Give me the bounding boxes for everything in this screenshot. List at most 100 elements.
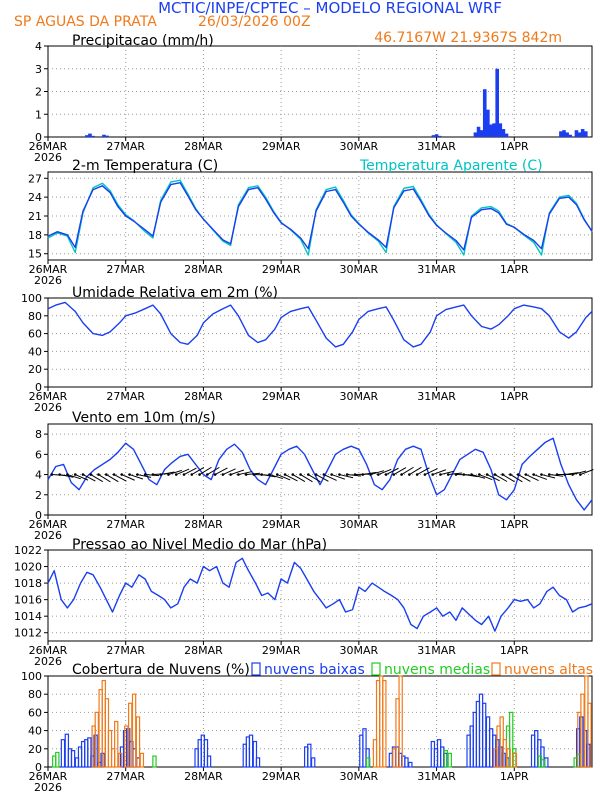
wind-barb-head xyxy=(579,473,582,476)
wind-xtick-label: 31MAR xyxy=(417,518,456,531)
clouds-ytick-label: 60 xyxy=(28,706,42,719)
clouds-ytick-label: 40 xyxy=(28,725,42,738)
pressure-xtick-label: 29MAR xyxy=(262,644,301,657)
wind-barb-head xyxy=(299,473,302,476)
precip-ytick-label: 4 xyxy=(35,40,42,53)
wind-barb xyxy=(315,474,329,482)
station-name: SP AGUAS DA PRATA xyxy=(14,14,157,30)
precip-xtick-label: 27MAR xyxy=(106,140,145,153)
wind-barb-head xyxy=(454,473,458,476)
temp-title: 2-m Temperatura (C) xyxy=(72,158,218,174)
wind-barb xyxy=(393,467,407,475)
precip-xtick-label: 1APR xyxy=(500,140,529,153)
temp-xtick-label: 1APR xyxy=(500,263,529,276)
wind-barb xyxy=(292,474,306,483)
wind-barb-head xyxy=(237,473,240,476)
wind-barb-head xyxy=(307,473,310,476)
pressure-ytick-label: 1020 xyxy=(14,561,42,574)
clouds-bar xyxy=(307,743,312,768)
clouds-bar xyxy=(152,755,157,768)
precip-bar xyxy=(580,129,585,137)
wind-barb-head xyxy=(571,473,574,476)
clouds-bar xyxy=(365,757,371,768)
pressure-xtick-label: 26MAR xyxy=(29,644,68,657)
wind-barb-head xyxy=(516,473,520,476)
temp-series-line xyxy=(47,181,593,251)
wind-barb xyxy=(284,474,298,482)
precip-bar xyxy=(583,131,588,137)
wind-barb xyxy=(308,474,321,483)
rh-xtick-label: 28MAR xyxy=(184,390,223,403)
wind-barb-head xyxy=(268,473,271,476)
clouds-xtick-label: 31MAR xyxy=(417,770,456,783)
wind-barb-head xyxy=(58,473,61,476)
wind-barb-head xyxy=(439,473,442,476)
clouds-bar xyxy=(382,679,387,768)
wind-barb-head xyxy=(159,473,162,476)
clouds-bar xyxy=(404,757,409,768)
wind-barb xyxy=(269,474,284,480)
precip-bar xyxy=(565,132,569,137)
wind-barb xyxy=(517,474,531,482)
wind-barb-head xyxy=(66,473,69,476)
clouds-bar xyxy=(135,716,141,768)
wind-ytick-label: 6 xyxy=(35,448,42,461)
rh-title: Umidade Relativa em 2m (%) xyxy=(72,285,278,301)
clouds-xtick-label: 27MAR xyxy=(106,770,145,783)
wind-barb xyxy=(222,468,236,476)
clouds-xtick-label: 26MAR xyxy=(29,770,68,783)
wind-barb-head xyxy=(361,473,365,476)
wind-barb-head xyxy=(415,473,419,476)
precip-ytick-label: 3 xyxy=(35,63,42,76)
wind-barb-head xyxy=(555,473,559,476)
pressure-title: Pressao ao Nivel Medio do Mar (hPa) xyxy=(72,537,327,553)
wind-barb-head xyxy=(136,473,139,476)
rh-xtick-label: 27MAR xyxy=(106,390,145,403)
wind-barb xyxy=(199,466,212,475)
temp-ytick-label: 27 xyxy=(28,172,42,185)
wind-barb xyxy=(238,471,253,476)
clouds-bar xyxy=(502,739,507,768)
precip-bar xyxy=(559,131,563,137)
precip-bar xyxy=(504,133,509,137)
pressure-xtick-label: 1APR xyxy=(500,644,529,657)
pressure-ytick-label: 1012 xyxy=(14,627,42,640)
wind-barb xyxy=(323,474,337,481)
wind-barb xyxy=(176,468,190,476)
wind-barb xyxy=(486,474,500,482)
clouds-ytick-label: 100 xyxy=(21,670,42,683)
rh-ytick-label: 80 xyxy=(28,310,42,323)
clouds-bar xyxy=(255,757,261,768)
precip-bar xyxy=(486,109,490,137)
wind-barb-head xyxy=(501,473,504,476)
precip-bar xyxy=(85,135,89,137)
wind-barb-head xyxy=(260,473,264,476)
wind-barb-head xyxy=(128,473,131,476)
clouds-bar xyxy=(587,702,592,768)
rh-ytick-label: 60 xyxy=(28,328,42,341)
temp-ytick-label: 15 xyxy=(28,248,42,261)
clouds-bar xyxy=(443,750,449,768)
wind-barb-head xyxy=(446,473,450,476)
low-clouds-legend: nuvens baixas xyxy=(264,662,365,678)
wind-barb xyxy=(183,467,197,475)
precip-bar xyxy=(434,134,439,137)
wind-barb xyxy=(409,466,422,475)
clouds-bar xyxy=(398,675,403,768)
mid-clouds-legend: nuvens medias xyxy=(384,662,490,678)
precip-xtick-year: 2026 xyxy=(34,151,62,164)
wind-barb-head xyxy=(532,473,536,476)
wind-barb xyxy=(502,474,515,483)
precip-xtick-label: 29MAR xyxy=(262,140,301,153)
wind-barb-head xyxy=(190,473,194,476)
wind-barb xyxy=(378,468,392,476)
wind-barb xyxy=(214,467,228,475)
precip-bar xyxy=(105,135,109,137)
temp-xtick-label: 26MAR xyxy=(29,263,68,276)
wind-xtick-label: 29MAR xyxy=(262,518,301,531)
precip-bar xyxy=(476,126,481,137)
wind-xtick-label: 27MAR xyxy=(106,518,145,531)
wind-barb-head xyxy=(384,473,388,476)
